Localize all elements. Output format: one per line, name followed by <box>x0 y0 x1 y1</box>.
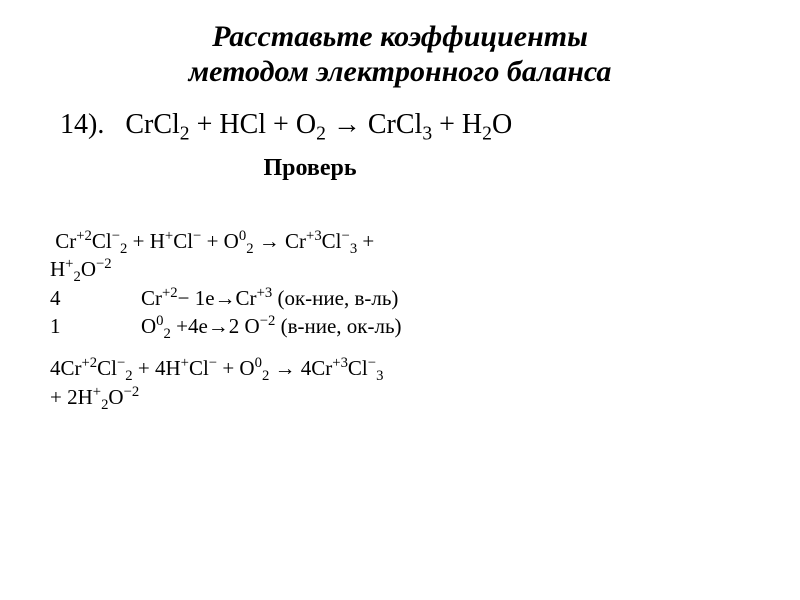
title-line2: методом электронного баланса <box>189 55 612 88</box>
balanced-line2: + 2H+2O−2 <box>50 385 139 409</box>
half-oxidation: Cr+2− 1e→Cr+3 (ок-ние, в-ль) <box>141 286 398 310</box>
coef-reduction: 1 <box>50 314 61 338</box>
oxstate-eq-line2: H+2O−2 <box>50 257 112 281</box>
spacer <box>50 340 750 354</box>
problem-number: 14). <box>60 109 104 140</box>
oxstate-eq-line1: Cr+2Cl−2 + H+Cl− + O02 → Cr+3Cl−3 + <box>55 229 374 253</box>
check-label: Проверь <box>50 155 750 182</box>
slide: Расставьте коэффициенты методом электрон… <box>0 0 800 600</box>
work-block: Cr+2Cl−2 + H+Cl− + O02 → Cr+3Cl−3 + H+2O… <box>50 227 750 411</box>
balanced-line1: 4Cr+2Cl−2 + 4H+Cl− + O02 → 4Cr+3Cl−3 <box>50 356 383 380</box>
title-block: Расставьте коэффициенты методом электрон… <box>50 20 750 89</box>
problem-equation: CrCl2 + HCl + O2 → CrCl3 + H2O <box>125 109 512 140</box>
half-reduction: O02 +4e→2 O−2 (в-ние, ок-ль) <box>141 314 402 338</box>
title-line1: Расставьте коэффициенты <box>212 20 588 53</box>
problem-line: 14). CrCl2 + HCl + O2 → CrCl3 + H2O <box>60 109 750 141</box>
coef-oxidation: 4 <box>50 286 61 310</box>
